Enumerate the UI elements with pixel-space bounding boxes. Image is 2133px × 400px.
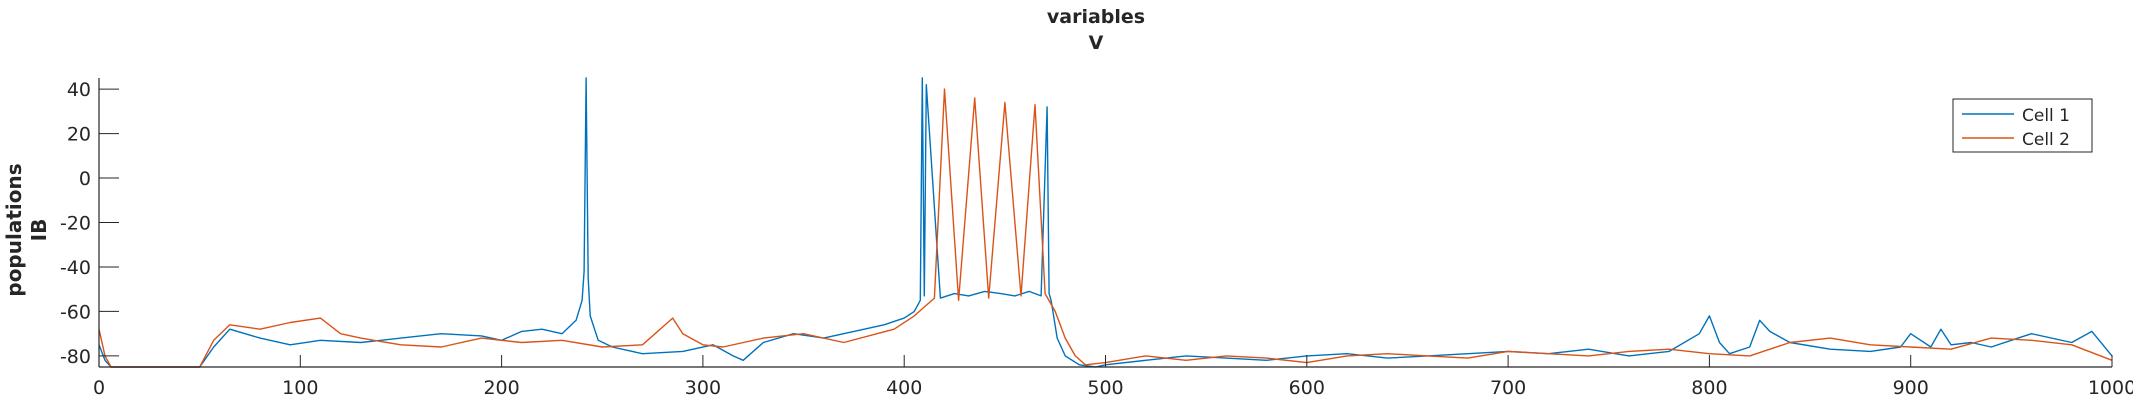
x-tick-label: 900 bbox=[1893, 377, 1929, 399]
x-tick-label: 400 bbox=[886, 377, 922, 399]
series-line-cell-1 bbox=[98, 77, 2113, 368]
y-axis-label-line-2: IB bbox=[27, 219, 51, 242]
x-tick-label: 300 bbox=[685, 377, 721, 399]
legend-label-cell-1: Cell 1 bbox=[2022, 106, 2070, 126]
plot-area: 0 100 200 300 400 500 600 700 800 900 1000 -80-60-… bbox=[60, 77, 2133, 399]
y-tick-label: -80 bbox=[60, 346, 91, 368]
x-tick-label: 100 bbox=[282, 377, 318, 399]
chart-title-line-1: variables bbox=[1047, 6, 1145, 28]
y-tick-label: 0 bbox=[79, 168, 91, 190]
y-tick-label: -20 bbox=[60, 213, 91, 235]
legend: Cell 1 Cell 2 bbox=[1952, 98, 2093, 153]
x-tick-label: 1000 bbox=[2088, 377, 2133, 399]
y-tick-label: -40 bbox=[60, 257, 91, 279]
y-tick-label: -60 bbox=[60, 301, 91, 323]
legend-box bbox=[1952, 98, 2093, 153]
y-axis-ticks: -80 -60 -40 -20 0 20 40 bbox=[60, 79, 119, 368]
x-tick-label: 200 bbox=[483, 377, 519, 399]
y-tick-label: 20 bbox=[67, 124, 91, 146]
x-tick-label: 700 bbox=[1490, 377, 1526, 399]
x-tick-label: 500 bbox=[1087, 377, 1123, 399]
legend-label-cell-2: Cell 2 bbox=[2022, 130, 2070, 150]
x-axis-ticks: 0 100 200 300 400 500 600 700 800 900 1000 bbox=[93, 355, 2133, 399]
x-tick-label: 0 bbox=[93, 377, 105, 399]
chart-title-line-2: V bbox=[1089, 32, 1104, 54]
x-tick-label: 600 bbox=[1289, 377, 1325, 399]
y-tick-label: 40 bbox=[67, 79, 91, 101]
y-axis-label-line-1: populations bbox=[2, 163, 26, 296]
series-line-cell-2 bbox=[98, 88, 2113, 368]
x-tick-label: 800 bbox=[1691, 377, 1727, 399]
series-lines bbox=[98, 77, 2113, 368]
